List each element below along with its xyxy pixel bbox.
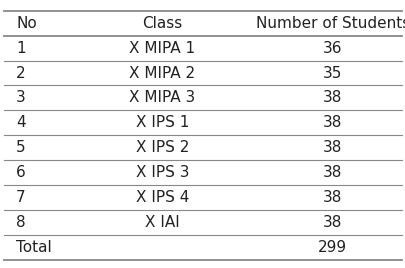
Text: 38: 38 — [322, 116, 342, 130]
Text: 4: 4 — [16, 116, 26, 130]
Text: X IPS 3: X IPS 3 — [135, 165, 189, 180]
Text: 36: 36 — [322, 41, 342, 55]
Text: No: No — [16, 16, 37, 31]
Text: 1: 1 — [16, 41, 26, 55]
Text: 38: 38 — [322, 215, 342, 230]
Text: 7: 7 — [16, 190, 26, 205]
Text: X IPS 4: X IPS 4 — [135, 190, 189, 205]
Text: X MIPA 1: X MIPA 1 — [129, 41, 195, 55]
Text: X IPS 1: X IPS 1 — [135, 116, 189, 130]
Text: 38: 38 — [322, 165, 342, 180]
Text: 299: 299 — [318, 240, 347, 255]
Text: 2: 2 — [16, 66, 26, 80]
Text: 5: 5 — [16, 140, 26, 155]
Text: 38: 38 — [322, 91, 342, 105]
Text: X IPS 2: X IPS 2 — [135, 140, 189, 155]
Text: 38: 38 — [322, 140, 342, 155]
Text: 3: 3 — [16, 91, 26, 105]
Text: 35: 35 — [322, 66, 342, 80]
Text: 38: 38 — [322, 190, 342, 205]
Text: Total: Total — [16, 240, 52, 255]
Text: X MIPA 3: X MIPA 3 — [129, 91, 195, 105]
Text: Number of Students: Number of Students — [255, 16, 405, 31]
Text: Class: Class — [142, 16, 182, 31]
Text: X IAI: X IAI — [145, 215, 179, 230]
Text: 8: 8 — [16, 215, 26, 230]
Text: 6: 6 — [16, 165, 26, 180]
Text: X MIPA 2: X MIPA 2 — [129, 66, 195, 80]
